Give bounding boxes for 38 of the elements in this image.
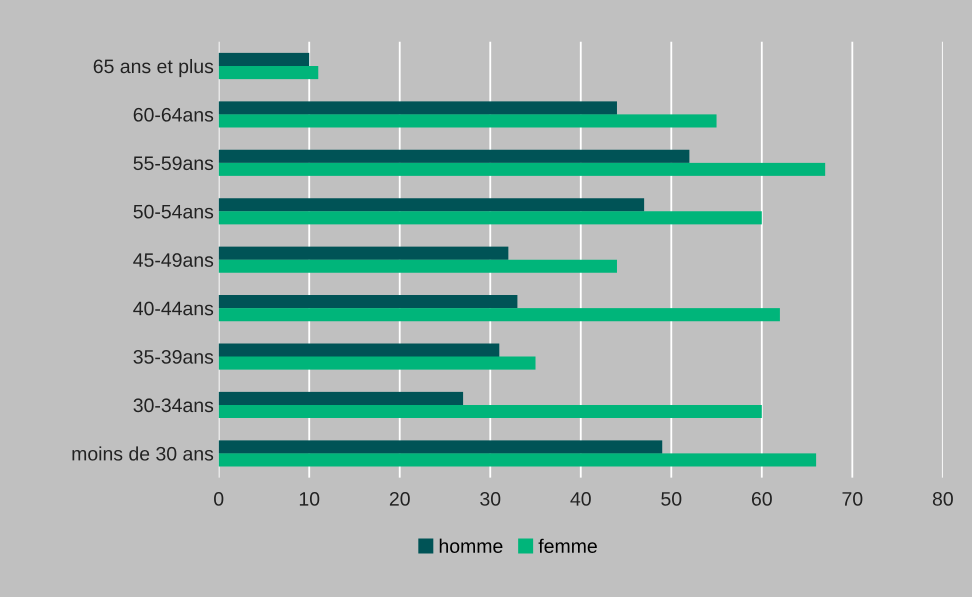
y-tick-label: 50-54ans	[134, 204, 214, 219]
x-tick-label: 0	[214, 492, 224, 506]
x-tick-label: 20	[390, 492, 410, 506]
bar	[218, 66, 318, 80]
bar	[218, 162, 826, 176]
bar	[218, 356, 536, 370]
bar	[218, 52, 310, 66]
x-tick-label: 70	[842, 492, 862, 506]
bar	[218, 246, 508, 260]
y-tick-label: 30-34ans	[134, 398, 214, 412]
y-tick-label: moins de 30 ans	[72, 446, 214, 461]
y-tick-label: 65 ans et plus	[94, 58, 214, 78]
y-tick-label: 35-39ans	[134, 350, 214, 364]
bar	[218, 150, 690, 163]
bar	[218, 114, 717, 128]
x-tick-label: 30	[480, 492, 500, 506]
bar	[218, 295, 518, 308]
bar	[218, 198, 644, 212]
x-tick-label: 10	[300, 492, 320, 506]
y-tick-label: 45-49ans	[133, 253, 214, 267]
x-tick-label: 40	[570, 492, 591, 506]
bar	[218, 404, 762, 418]
bar	[218, 440, 662, 454]
bar	[218, 308, 780, 322]
y-tick-label: 40-44ans	[133, 302, 214, 316]
bar	[218, 453, 816, 466]
legend-label: homme	[440, 538, 502, 553]
bar	[218, 101, 617, 114]
y-tick-label: 55-59ans	[134, 156, 214, 170]
bar	[218, 343, 500, 357]
bar	[218, 392, 464, 405]
bar	[218, 211, 762, 224]
x-tick-label: 60	[752, 492, 772, 506]
x-tick-label: 50	[661, 492, 682, 506]
x-tick-label: 80	[932, 492, 953, 506]
y-tick-label: 60-64ans	[134, 108, 214, 122]
legend-label: femme	[538, 538, 597, 553]
bar	[218, 260, 617, 273]
